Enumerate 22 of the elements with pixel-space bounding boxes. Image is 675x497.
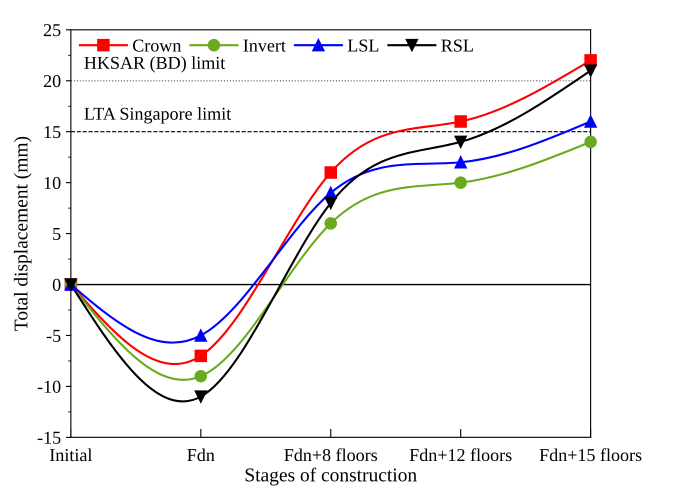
y-tick-label: 15 [44, 126, 60, 138]
x-axis-title: Stages of construction [246, 468, 417, 486]
ref-line-label: LTA Singapore limit [84, 107, 232, 124]
legend-label: LSL [348, 40, 378, 52]
y-tick-label: -5 [46, 330, 60, 342]
y-tick-label: 20 [44, 75, 60, 88]
y-tick-label: -15 [38, 432, 60, 444]
y-tick-label: -10 [38, 380, 60, 393]
y-axis-title: Total displacement (mm) [14, 136, 32, 331]
legend-label: Crown [133, 40, 182, 52]
legend-label: Invert [243, 40, 286, 52]
y-tick-label: 10 [44, 176, 60, 190]
x-tick-label: Fdn+12 floors [410, 448, 512, 462]
x-tick-label: Fdn+15 floors [540, 448, 642, 462]
x-tick-label: Initial [50, 448, 92, 462]
y-tick-label: 5 [53, 228, 60, 240]
x-tick-label: Fdn+8 floors [284, 448, 378, 462]
legend-label: RSL [441, 40, 473, 52]
y-tick-label: 25 [44, 24, 60, 36]
ref-line-label: HKSAR (BD) limit [84, 56, 226, 73]
x-tick-label: Fdn [187, 448, 215, 462]
y-tick-label: 0 [52, 278, 60, 291]
